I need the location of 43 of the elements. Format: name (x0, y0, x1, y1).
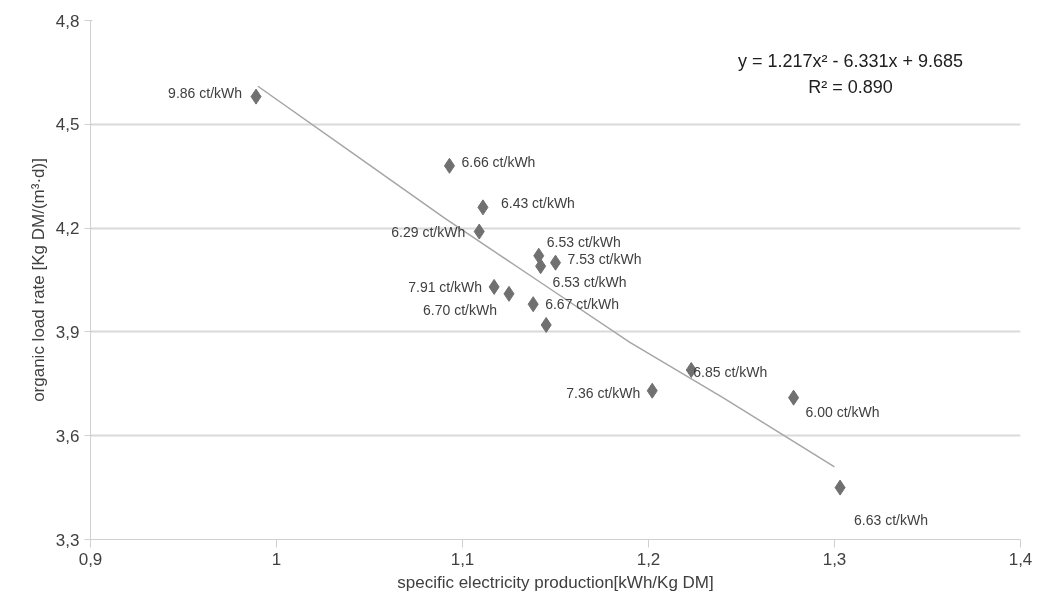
point (527, 296, 539, 313)
point (488, 278, 500, 295)
annotation: 6.53 ct/kWh (546, 233, 621, 250)
y-tick-label: 4,8 (55, 11, 80, 31)
y-tick-label: 3,6 (55, 426, 80, 446)
annotation: 6.70 ct/kWh (423, 301, 497, 318)
annotation: 6.43 ct/kWh (500, 195, 575, 212)
x-tick-label: 1,1 (450, 549, 475, 569)
annotation: 6.00 ct/kWh (805, 403, 880, 420)
x-axis-title: specific electricity production[kWh/Kg DM] (397, 572, 714, 592)
y-axis-title: organic load rate [Kg DM/(m³·d)] (28, 158, 48, 402)
annotation: 6.63 ct/kWh (854, 511, 928, 528)
point (477, 199, 489, 216)
annotation: 6.67 ct/kWh (545, 296, 620, 313)
point (533, 247, 545, 264)
x-tick-label: 1,4 (1008, 549, 1033, 569)
point (646, 382, 658, 399)
annotation: 6.66 ct/kWh (461, 153, 536, 170)
point (503, 285, 515, 302)
annotation: 6.85 ct/kWh (693, 363, 768, 380)
annotation: 6.29 ct/kWh (391, 223, 466, 240)
point (788, 389, 800, 406)
point (473, 223, 485, 240)
point (535, 258, 547, 275)
x-tick-label: 1,2 (636, 549, 661, 569)
annotation: 7.53 ct/kWh (567, 250, 642, 267)
point (834, 479, 846, 496)
annotation: 9.86 ct/kWh (168, 84, 243, 101)
annotation: 6.53 ct/kWh (552, 274, 627, 291)
x-tick-label: 1 (271, 549, 282, 569)
point (250, 88, 262, 105)
y-tick-label: 3,9 (55, 322, 80, 342)
annotation: y = 1.217x² - 6.331x + 9.685 (737, 50, 964, 71)
point (443, 157, 455, 174)
x-tick-label: 1,3 (822, 549, 847, 569)
y-tick-label: 3,3 (55, 530, 80, 550)
annotation: 7.91 ct/kWh (408, 278, 483, 295)
point (540, 316, 552, 333)
y-tick-label: 4,5 (55, 115, 80, 135)
x-tick-label: 0,9 (78, 549, 103, 569)
annotation: R² = 0.890 (808, 76, 893, 97)
annotation: 7.36 ct/kWh (566, 384, 641, 401)
y-tick-label: 4,2 (55, 219, 80, 239)
